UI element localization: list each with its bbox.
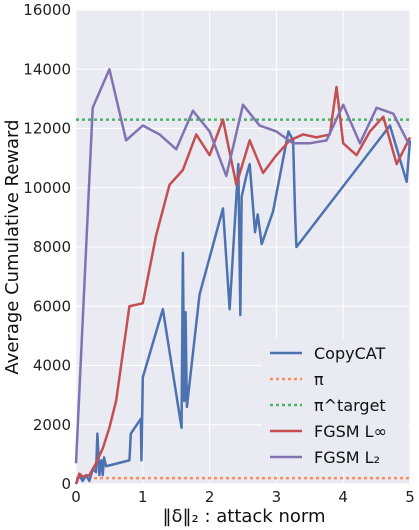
x-tick-label: 4 bbox=[338, 488, 348, 506]
y-tick-label: 14000 bbox=[23, 60, 71, 78]
y-tick-label: 8000 bbox=[33, 238, 71, 256]
legend-label: FGSM L∞ bbox=[314, 422, 387, 441]
legend-box bbox=[262, 338, 408, 472]
x-axis-label: ‖δ‖₂ : attack norm bbox=[163, 506, 326, 527]
x-axis-ticks: 0 1 2 3 4 5 bbox=[71, 488, 415, 506]
legend-label: π bbox=[314, 370, 324, 389]
y-tick-label: 0 bbox=[61, 475, 71, 493]
y-tick-label: 4000 bbox=[33, 357, 71, 375]
y-tick-label: 2000 bbox=[33, 416, 71, 434]
x-tick-label: 3 bbox=[272, 488, 282, 506]
x-tick-label: 5 bbox=[405, 488, 415, 506]
legend-label: CopyCAT bbox=[314, 344, 385, 363]
legend-label: FGSM L₂ bbox=[314, 448, 380, 467]
x-tick-label: 0 bbox=[71, 488, 81, 506]
y-tick-label: 6000 bbox=[33, 297, 71, 315]
legend-label: π^target bbox=[314, 396, 386, 415]
grid bbox=[75, 9, 411, 485]
series-layer bbox=[74, 68, 412, 485]
y-tick-label: 10000 bbox=[23, 179, 71, 197]
y-axis-label: Average Cumulative Reward bbox=[2, 119, 23, 374]
y-tick-label: 12000 bbox=[23, 120, 71, 138]
y-axis-ticks: 0 2000 4000 6000 8000 10000 12000 14000 16000 bbox=[23, 1, 71, 493]
legend: CopyCAT π π^target FGSM L∞ FGSM L₂ bbox=[262, 338, 408, 472]
x-tick-label: 2 bbox=[205, 488, 215, 506]
y-tick-label: 16000 bbox=[23, 1, 71, 19]
series-line-3 bbox=[74, 85, 412, 485]
series-line-0 bbox=[74, 124, 412, 485]
x-tick-label: 1 bbox=[138, 488, 148, 506]
series-line-4 bbox=[74, 68, 412, 464]
